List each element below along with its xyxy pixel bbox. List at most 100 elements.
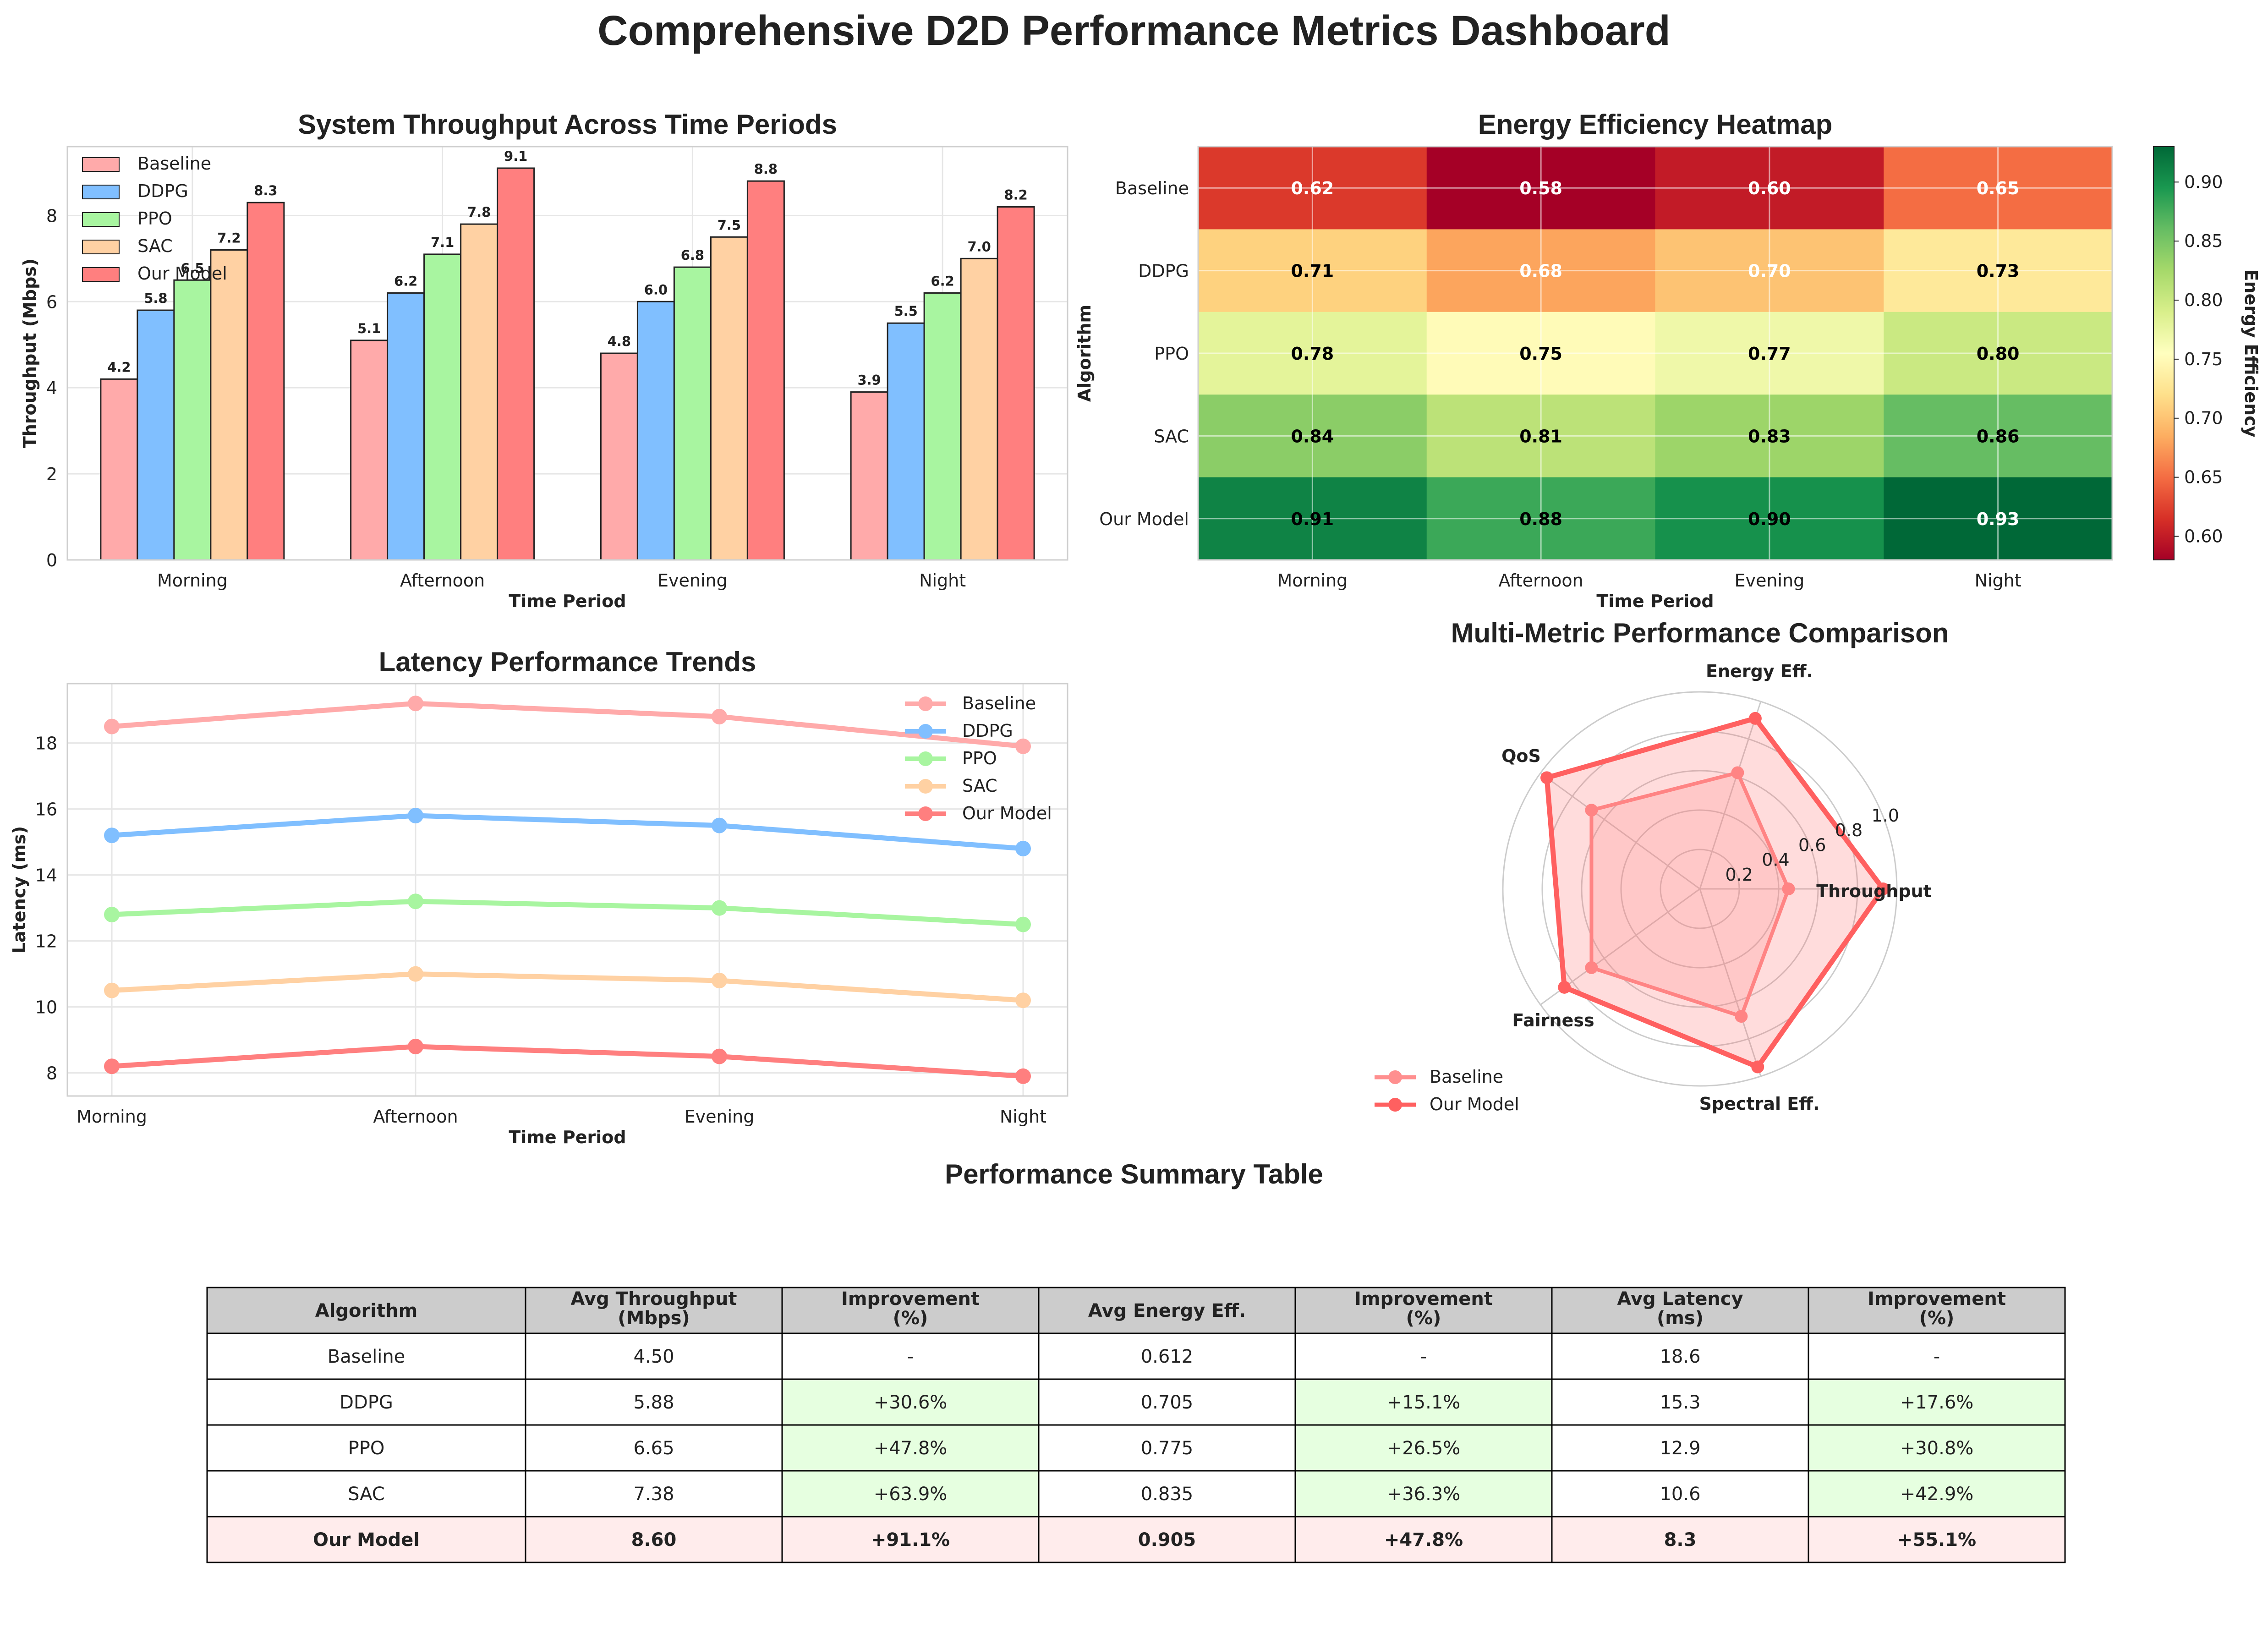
- table-cell-text: 6.65: [633, 1438, 674, 1459]
- table-cell: [1808, 1424, 2066, 1472]
- x-axis-label: Time Period: [509, 1127, 626, 1147]
- chart-title: System Throughput Across Time Periods: [298, 109, 837, 140]
- legend-marker: [1388, 1098, 1402, 1112]
- bar-value-label: 6.0: [644, 282, 668, 297]
- bar-value-label: 9.1: [504, 148, 527, 164]
- colorbar-tick-label: 0.90: [2184, 172, 2223, 192]
- table-header-text: (%): [1919, 1308, 1955, 1329]
- radar-point: [1876, 882, 1890, 895]
- bar-value-label: 5.5: [894, 303, 917, 319]
- table-cell-text: 4.50: [633, 1346, 674, 1367]
- heatmap-value: 0.90: [1748, 509, 1791, 529]
- table-cell-text: 0.835: [1141, 1484, 1194, 1505]
- point-baseline: [104, 718, 120, 734]
- table-cell: [1551, 1378, 1809, 1426]
- table-cell-text: +36.3%: [1387, 1484, 1461, 1505]
- point-our-model: [104, 1058, 120, 1074]
- table-cell: [1808, 1516, 2066, 1563]
- table-header-cell: [206, 1287, 526, 1334]
- table-cell-text: 8.60: [631, 1529, 677, 1551]
- throughput-bar-chart: 0 2 4 6 8 Morning Afternoon Evening Night 4.2 5.8 6…: [20, 109, 1068, 611]
- radar-axis-label: QoS: [1501, 746, 1541, 766]
- legend-label: SAC: [962, 776, 997, 796]
- y-tick-label: 6: [46, 292, 57, 312]
- table-cell-text: 12.9: [1660, 1438, 1700, 1459]
- table-cell-text: SAC: [348, 1484, 385, 1505]
- point-sac: [104, 982, 120, 998]
- heatmap-value: 0.60: [1748, 178, 1791, 198]
- legend-swatch: [82, 240, 120, 254]
- legend-swatch: [82, 185, 120, 199]
- point-baseline: [1015, 738, 1031, 754]
- radar-point: [1585, 804, 1598, 817]
- radar-spoke: [1699, 888, 1762, 1077]
- table-cell-text: 0.775: [1141, 1438, 1194, 1459]
- legend-marker: [918, 751, 933, 766]
- legend-marker: [918, 696, 933, 711]
- heatmap-value: 0.81: [1519, 426, 1562, 446]
- x-tick-label: Morning: [1277, 570, 1348, 591]
- table-header-text: (ms): [1657, 1308, 1704, 1329]
- table-cell-text: +55.1%: [1897, 1529, 1976, 1551]
- bar-value-label: 7.2: [217, 230, 241, 246]
- table-cell: [206, 1470, 526, 1518]
- radar-tick-label: 1.0: [1871, 806, 1899, 826]
- line-sac: [111, 971, 1024, 1003]
- heatmap-value: 0.83: [1748, 426, 1791, 446]
- x-tick-label: Morning: [77, 1107, 147, 1127]
- point-baseline: [712, 709, 727, 724]
- radar-point: [1731, 766, 1744, 779]
- table-cell-text: DDPG: [340, 1392, 393, 1413]
- radar-area-our-model: [1544, 716, 1886, 1070]
- table-cell-text: 0.612: [1141, 1346, 1194, 1367]
- bar-value-label: 6.2: [931, 273, 954, 289]
- table-cell: [781, 1516, 1040, 1563]
- y-tick-label: SAC: [1154, 426, 1189, 446]
- heatmap-value: 0.73: [1977, 261, 2020, 281]
- point-ppo: [408, 893, 423, 910]
- summary-table: Performance Summary Table Algorithm Avg Th…: [206, 1159, 2066, 1563]
- bar-our-model: [997, 206, 1035, 561]
- chart-title: Energy Efficiency Heatmap: [1478, 109, 1833, 140]
- radar-tick-label: 0.6: [1798, 835, 1826, 855]
- table-cell: [1038, 1424, 1296, 1472]
- table-cell-text: Baseline: [328, 1346, 405, 1367]
- x-tick-label: Afternoon: [1499, 570, 1583, 591]
- point-ddpg: [712, 817, 727, 833]
- table-cell-text: -: [1934, 1346, 1940, 1367]
- y-tick-label: PPO: [1154, 344, 1189, 364]
- heatmap-value: 0.88: [1519, 509, 1562, 529]
- point-sac: [408, 966, 423, 982]
- legend-marker: [1388, 1070, 1402, 1084]
- bar-value-label: 7.0: [967, 239, 991, 254]
- heatmap-value: 0.70: [1748, 261, 1791, 281]
- table-cell-text: +63.9%: [874, 1484, 948, 1505]
- point-ddpg: [1015, 841, 1031, 856]
- line-baseline: [111, 701, 1024, 749]
- colorbar-tick-label: 0.60: [2184, 526, 2223, 546]
- table-cell: [1294, 1378, 1553, 1426]
- table-header-text: (%): [1406, 1308, 1441, 1329]
- radar-tick-label: 0.4: [1762, 850, 1789, 870]
- x-tick-label: Night: [919, 570, 966, 591]
- point-sac: [1015, 992, 1031, 1008]
- table-cell: [1038, 1470, 1296, 1518]
- table-cell: [206, 1378, 526, 1426]
- legend-marker: [918, 806, 933, 821]
- bar-ddpg: [387, 292, 425, 561]
- table-header-cell: [1038, 1287, 1296, 1334]
- colorbar-tick-label: 0.65: [2184, 467, 2223, 488]
- point-our-model: [408, 1039, 423, 1054]
- table-header-text: Improvement: [841, 1288, 980, 1310]
- table-cell-text: +30.6%: [874, 1392, 948, 1413]
- point-ppo: [1015, 916, 1031, 932]
- latency-line-chart: 8 10 12 14 16 18 Morning Afternoon Evening Night L…: [9, 647, 1068, 1147]
- plot-frame: [66, 683, 1068, 1097]
- bar-ddpg: [137, 309, 175, 561]
- radar-point: [1585, 961, 1598, 974]
- radar-point: [1735, 1010, 1748, 1023]
- bar-ppo: [423, 253, 462, 561]
- radar-axis-label: Throughput: [1816, 881, 1932, 901]
